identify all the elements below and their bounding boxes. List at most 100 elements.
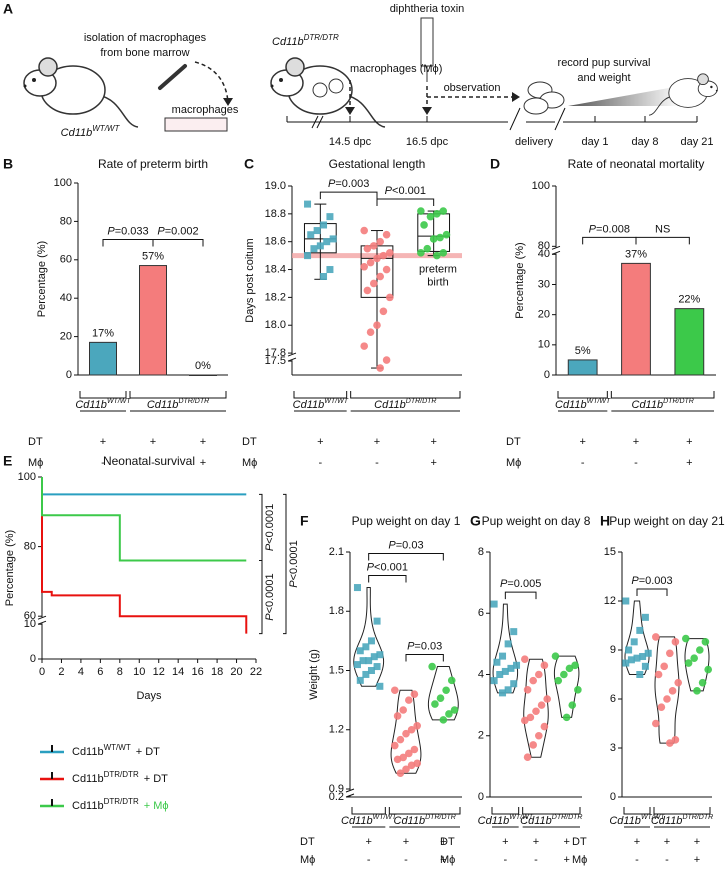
data-point (423, 244, 432, 253)
treatment-name: DT (440, 836, 455, 848)
data-point (551, 652, 560, 660)
group-bracket (557, 391, 608, 412)
group-label: Cd11bWT/WT (478, 814, 534, 827)
axis-break (551, 245, 561, 255)
data-point (320, 221, 328, 229)
data-point (323, 238, 331, 246)
x-tick-label: 6 (97, 666, 103, 678)
value-label: 17% (92, 327, 114, 339)
y-tick-label: 40 (538, 248, 550, 260)
significance-bracket (319, 191, 378, 200)
gene: Cd11b (374, 399, 406, 411)
treatment-name: Mϕ (506, 457, 521, 469)
data-point (641, 662, 649, 670)
p-value: P=0.003 (631, 575, 672, 587)
data-point (568, 701, 577, 709)
treatment-sign: - (101, 457, 105, 469)
legend-label: Cd11bDTR/DTR + Mϕ (72, 797, 169, 812)
dish-icon (164, 117, 228, 132)
treatment-sign: + (200, 436, 206, 448)
significance-bracket (259, 493, 263, 562)
growth-wedge (568, 86, 680, 106)
x-tick-label: 18 (211, 666, 223, 678)
data-point (535, 670, 543, 679)
data-point (436, 694, 445, 702)
y-tick-label: 18.4 (265, 263, 286, 275)
data-point (510, 680, 518, 688)
data-point (523, 753, 532, 761)
data-point (428, 662, 436, 671)
y-tick-label: 40 (60, 292, 72, 304)
treatment-sign: + (563, 854, 569, 866)
y-tick-label: 100 (18, 471, 36, 483)
x-tick-label: 16 (192, 666, 204, 678)
y-tick-label: 0 (544, 369, 550, 381)
significance-bracket (504, 591, 537, 600)
significance-bracket (376, 198, 435, 207)
panel-label: H (600, 513, 610, 529)
y-tick-label: 18.0 (265, 319, 286, 331)
panel-label: B (3, 156, 13, 172)
survival-line (41, 477, 248, 634)
panel-label: C (244, 156, 254, 172)
data-point (652, 719, 660, 728)
treatment-sign: + (563, 836, 569, 848)
data-point (574, 686, 582, 694)
gene: Cd11b (651, 815, 683, 827)
treatment-sign: + (686, 436, 692, 448)
y-tick-label: 4 (478, 668, 484, 680)
panel-label: F (300, 513, 309, 529)
treatment-sign: + (664, 836, 670, 848)
data-point (654, 670, 663, 679)
data-point (326, 266, 334, 274)
data-point (373, 321, 381, 330)
chart-title: Neonatal survival (103, 454, 195, 468)
p-value: P=0.005 (500, 578, 541, 590)
x-tick-label: 22 (250, 666, 262, 678)
data-point (326, 213, 334, 221)
data-point (329, 235, 337, 243)
data-point (399, 706, 408, 714)
treatment-name: Mϕ (300, 854, 315, 866)
y-tick-label: 1.8 (329, 605, 344, 617)
significance-bracket (368, 575, 407, 583)
data-point (407, 725, 416, 734)
y-tick-label: 17.5 (265, 355, 286, 367)
group-label: Cd11bWT/WT (555, 398, 611, 411)
data-point (565, 664, 574, 673)
data-point (636, 671, 644, 678)
data-point (359, 657, 367, 665)
data-point (696, 646, 704, 654)
data-point (532, 707, 540, 716)
group-bracket (350, 391, 461, 412)
data-point (367, 637, 375, 645)
treatment-sign: - (534, 854, 538, 866)
gene: Cd11b (555, 399, 587, 411)
y-axis-label: Weight (g) (308, 649, 320, 700)
data-point (633, 654, 641, 662)
legend-suffix: + DT (144, 773, 168, 785)
observation-label: observation (444, 82, 501, 94)
treatment-name: DT (300, 836, 315, 848)
toxin-label: diphtheria toxin (390, 3, 465, 15)
data-point (433, 251, 441, 260)
treatment-sign: - (375, 457, 379, 469)
treatment-name: Mϕ (440, 854, 455, 866)
data-point (540, 722, 549, 731)
record-label: and weight (577, 72, 630, 84)
y-tick-label: 18.6 (265, 236, 286, 248)
data-point (504, 640, 512, 648)
pup-icon (523, 97, 549, 115)
legend-name: Cd11b (72, 773, 104, 785)
data-point (701, 638, 710, 646)
embryo-icon (328, 78, 344, 94)
data-point (690, 654, 698, 662)
y-tick-label: 18.8 (265, 208, 286, 220)
group-bracket (129, 391, 227, 412)
y-tick-label: 10 (24, 618, 36, 630)
data-point (507, 664, 515, 672)
treatment-sign: + (200, 457, 206, 469)
data-point (439, 207, 448, 215)
data-point (391, 686, 399, 695)
